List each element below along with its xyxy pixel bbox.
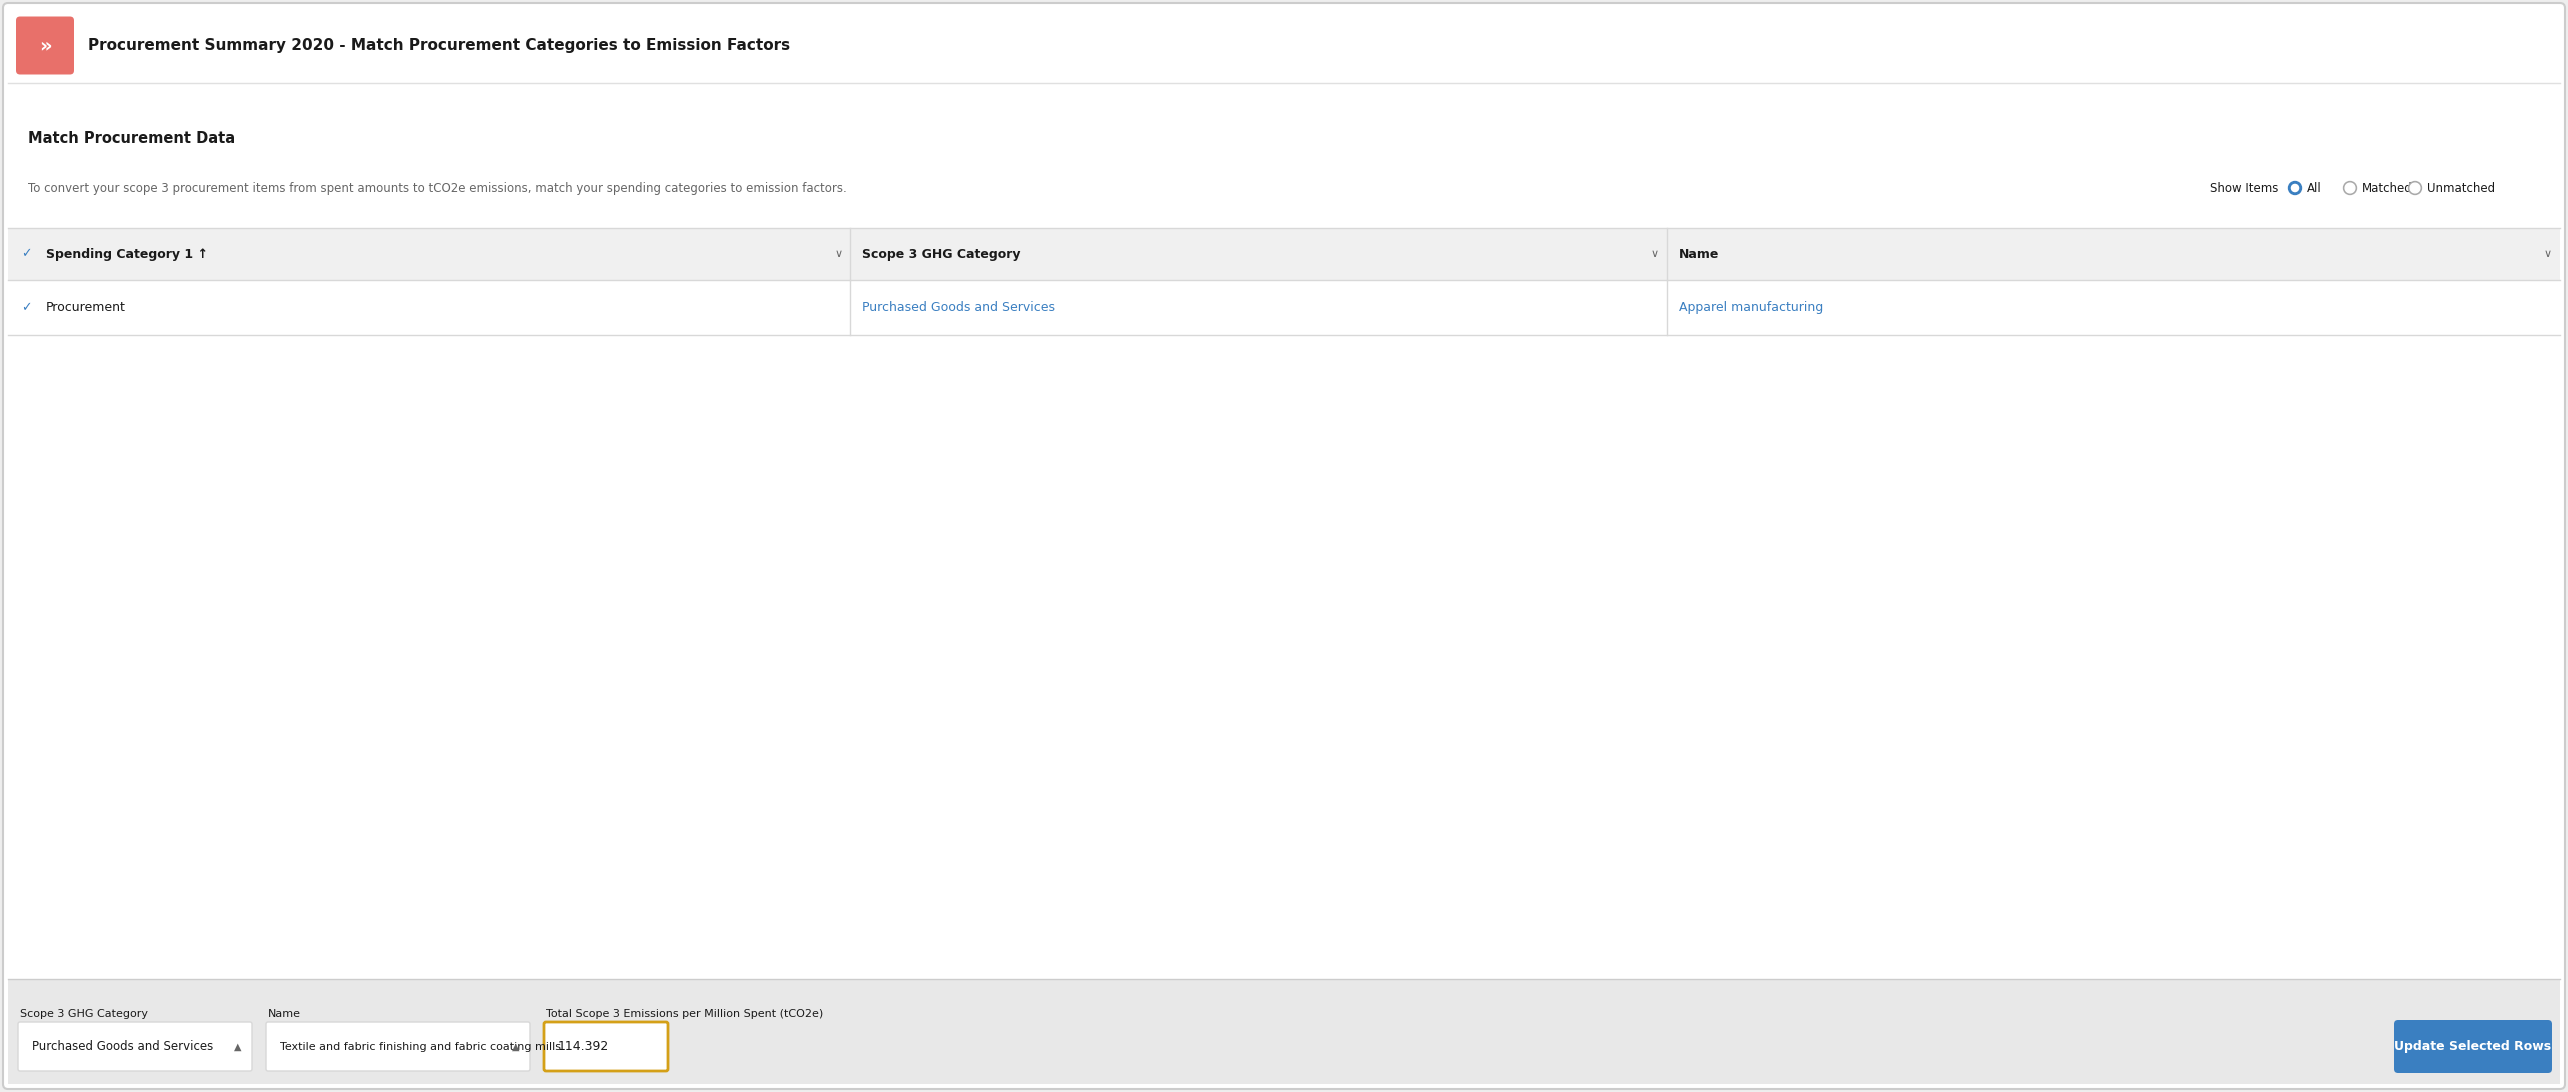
Text: To convert your scope 3 procurement items from spent amounts to tCO2e emissions,: To convert your scope 3 procurement item… xyxy=(28,181,847,194)
Text: Unmatched: Unmatched xyxy=(2427,181,2496,194)
Text: Total Scope 3 Emissions per Million Spent (tCO2e): Total Scope 3 Emissions per Million Spen… xyxy=(547,1009,824,1019)
FancyBboxPatch shape xyxy=(18,1022,252,1071)
Circle shape xyxy=(2345,183,2355,193)
Text: ▲: ▲ xyxy=(511,1042,519,1052)
Text: Scope 3 GHG Category: Scope 3 GHG Category xyxy=(863,248,1019,261)
Text: Match Procurement Data: Match Procurement Data xyxy=(28,131,236,145)
Text: Name: Name xyxy=(267,1009,300,1019)
Text: 114.392: 114.392 xyxy=(557,1040,609,1053)
Text: Purchased Goods and Services: Purchased Goods and Services xyxy=(31,1040,213,1053)
Text: ✓: ✓ xyxy=(21,248,31,261)
Text: ∨: ∨ xyxy=(1651,249,1659,259)
FancyBboxPatch shape xyxy=(15,16,74,74)
Text: Procurement Summary 2020 - Match Procurement Categories to Emission Factors: Procurement Summary 2020 - Match Procure… xyxy=(87,38,791,54)
FancyBboxPatch shape xyxy=(8,8,2560,83)
Circle shape xyxy=(2411,183,2419,193)
Text: Spending Category 1 ↑: Spending Category 1 ↑ xyxy=(46,248,208,261)
Circle shape xyxy=(2291,185,2298,191)
Text: Purchased Goods and Services: Purchased Goods and Services xyxy=(863,301,1055,314)
FancyBboxPatch shape xyxy=(8,980,2560,1084)
FancyBboxPatch shape xyxy=(3,3,2565,1089)
Text: »: » xyxy=(39,36,51,55)
Circle shape xyxy=(2345,181,2357,194)
Text: Name: Name xyxy=(1679,248,1718,261)
FancyBboxPatch shape xyxy=(2393,1020,2553,1073)
Text: ∨: ∨ xyxy=(835,249,842,259)
FancyBboxPatch shape xyxy=(267,1022,529,1071)
Text: Apparel manufacturing: Apparel manufacturing xyxy=(1679,301,1823,314)
Text: ∨: ∨ xyxy=(2545,249,2553,259)
FancyBboxPatch shape xyxy=(8,280,2560,335)
Text: Textile and fabric finishing and fabric coating mills: Textile and fabric finishing and fabric … xyxy=(280,1042,560,1052)
Circle shape xyxy=(2409,181,2422,194)
Text: ▲: ▲ xyxy=(234,1042,241,1052)
Circle shape xyxy=(2288,181,2301,194)
FancyBboxPatch shape xyxy=(8,228,2560,280)
Text: Procurement: Procurement xyxy=(46,301,126,314)
Text: Show Items: Show Items xyxy=(2211,181,2278,194)
Text: All: All xyxy=(2306,181,2321,194)
FancyBboxPatch shape xyxy=(8,83,2560,980)
Text: ✓: ✓ xyxy=(21,301,31,314)
FancyBboxPatch shape xyxy=(544,1022,668,1071)
Text: Update Selected Rows: Update Selected Rows xyxy=(2393,1040,2553,1053)
Text: Matched: Matched xyxy=(2363,181,2414,194)
Text: Scope 3 GHG Category: Scope 3 GHG Category xyxy=(21,1009,149,1019)
